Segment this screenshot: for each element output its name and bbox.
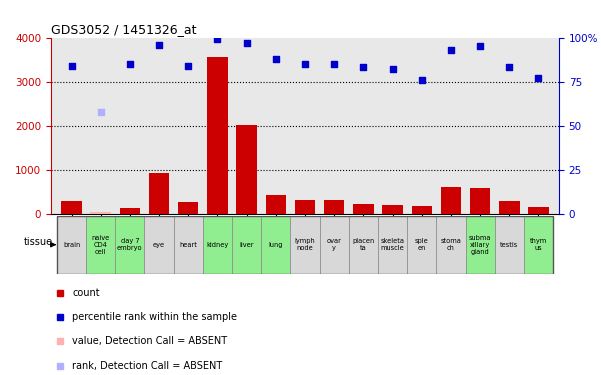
Point [96,108,106,114]
FancyBboxPatch shape [290,216,320,274]
Point [154,42,164,48]
Text: sple
en: sple en [415,238,429,251]
Text: naive
CD4
cell: naive CD4 cell [91,235,110,255]
FancyBboxPatch shape [349,216,378,274]
Point [388,66,397,72]
Point [183,63,193,69]
Bar [236,125,257,214]
FancyBboxPatch shape [261,216,290,274]
FancyBboxPatch shape [407,216,436,274]
FancyBboxPatch shape [378,216,407,274]
Text: lung: lung [269,242,283,248]
Text: liver: liver [239,242,254,248]
Point [417,77,427,83]
Text: eye: eye [153,242,165,248]
Text: subma
xillary
gland: subma xillary gland [469,235,492,255]
Bar [295,200,315,214]
Bar [178,202,198,214]
Bar [528,207,549,214]
Point [125,61,135,67]
Text: skeleta
muscle: skeleta muscle [380,238,404,251]
Bar [412,207,432,214]
Text: brain: brain [63,242,80,248]
Text: thym
us: thym us [530,238,547,251]
Bar [353,204,374,214]
Bar [266,195,286,214]
Bar [91,211,111,214]
Text: stoma
ch: stoma ch [441,238,462,251]
FancyBboxPatch shape [57,216,86,274]
Point [504,64,514,70]
Text: placen
ta: placen ta [352,238,374,251]
Text: ovar
y: ovar y [327,238,341,251]
Bar [149,173,169,214]
Text: heart: heart [179,242,197,248]
Bar [470,188,490,214]
Text: count: count [72,288,100,297]
Text: rank, Detection Call = ABSENT: rank, Detection Call = ABSENT [72,361,222,370]
Bar [324,200,344,214]
Point [534,75,543,81]
FancyBboxPatch shape [466,216,495,274]
Text: percentile rank within the sample: percentile rank within the sample [72,312,237,322]
Text: lymph
node: lymph node [294,238,316,251]
Point [67,63,76,69]
Bar [207,57,228,214]
Bar [441,188,461,214]
Point [359,64,368,70]
FancyBboxPatch shape [495,216,524,274]
FancyBboxPatch shape [144,216,174,274]
FancyBboxPatch shape [320,216,349,274]
Text: kidney: kidney [206,242,228,248]
Text: tissue: tissue [23,237,52,247]
Bar [382,205,403,214]
Point [329,61,339,67]
FancyBboxPatch shape [115,216,144,274]
Point [213,36,222,42]
Point [475,44,485,50]
Text: day 7
embryо: day 7 embryо [117,238,142,251]
Text: GDS3052 / 1451326_at: GDS3052 / 1451326_at [51,23,197,36]
Bar [61,201,82,214]
Text: value, Detection Call = ABSENT: value, Detection Call = ABSENT [72,336,228,346]
Bar [499,201,519,214]
FancyBboxPatch shape [203,216,232,274]
Text: testis: testis [500,242,519,248]
FancyBboxPatch shape [436,216,466,274]
Point [271,56,281,62]
FancyBboxPatch shape [524,216,553,274]
Bar [120,209,140,214]
Point [300,61,310,67]
FancyBboxPatch shape [232,216,261,274]
FancyBboxPatch shape [86,216,115,274]
Point [446,47,456,53]
Point [242,40,251,46]
FancyBboxPatch shape [174,216,203,274]
